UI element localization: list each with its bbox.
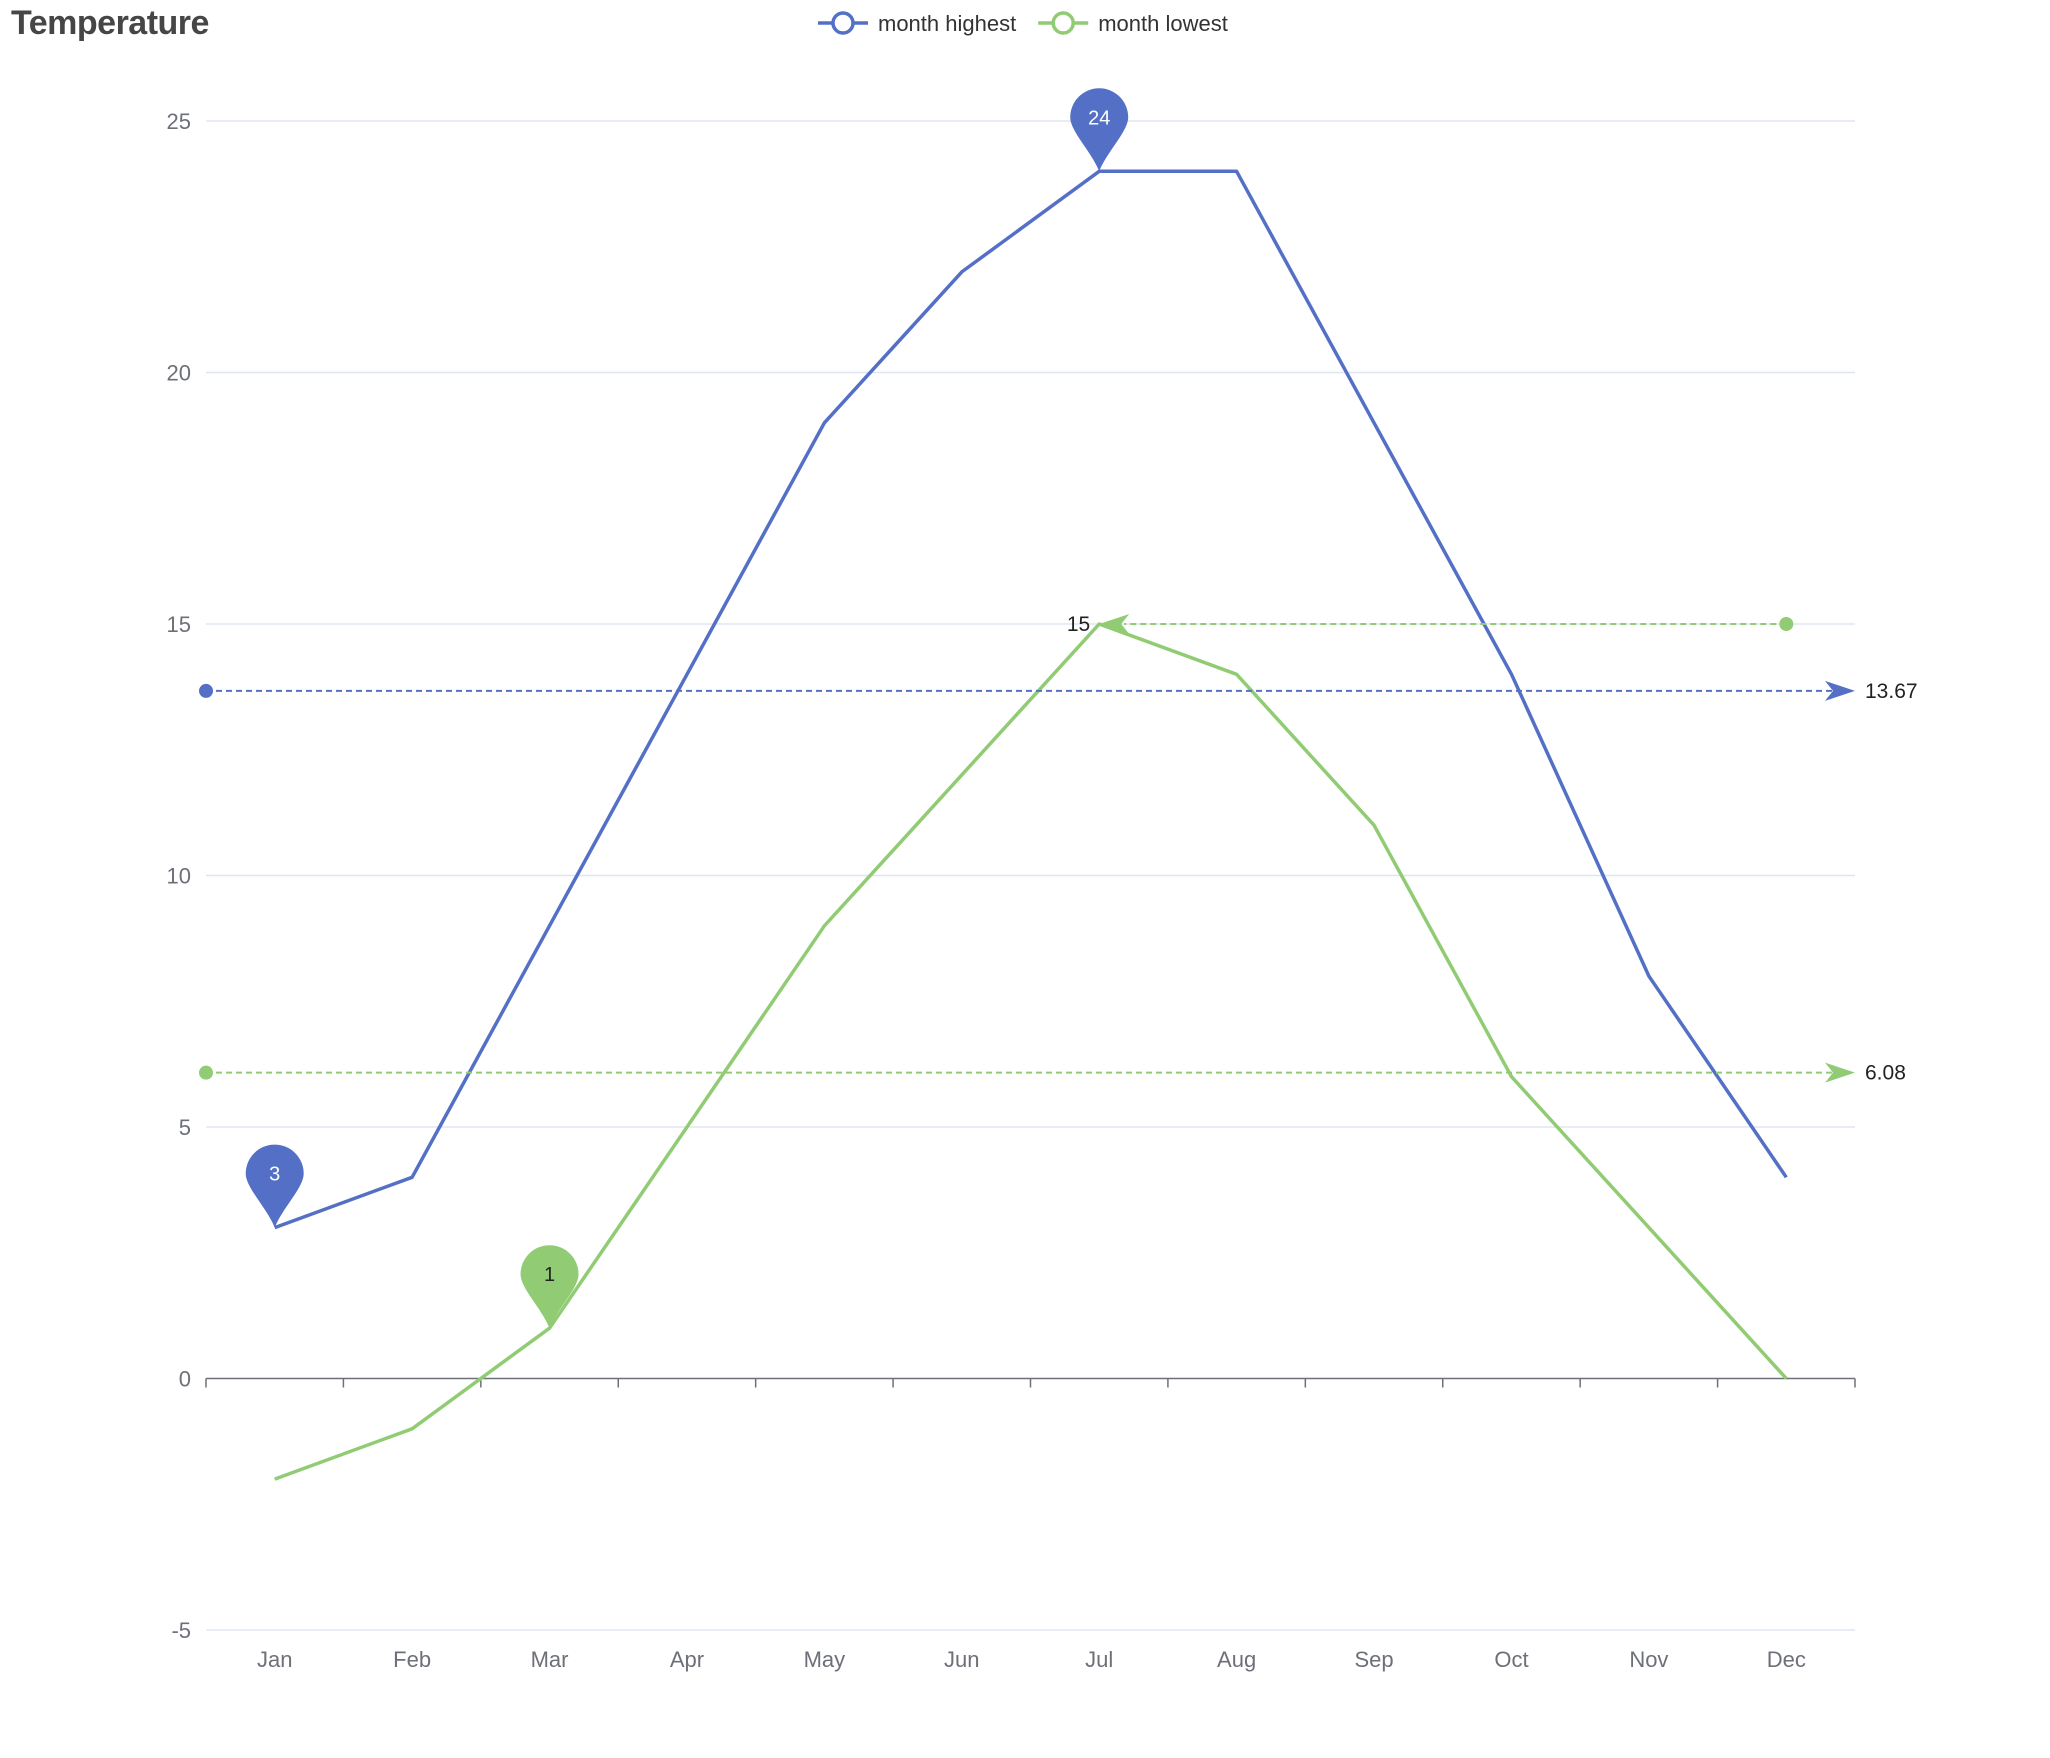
legend-item-label: month lowest [1098, 11, 1228, 36]
y-tick-label: -5 [171, 1618, 191, 1643]
y-tick-label: 5 [179, 1115, 191, 1140]
mark-line-arrow [1825, 1062, 1855, 1083]
mark-line-label: 15 [1067, 613, 1090, 636]
mark-point-pin [1070, 88, 1129, 172]
series-line-1 [274, 622, 1788, 1481]
mark-line-label: 6.08 [1865, 1062, 1906, 1085]
x-tick-label: Feb [393, 1647, 431, 1672]
mark-point-label: 3 [269, 1164, 280, 1186]
x-tick-label: Oct [1494, 1647, 1528, 1672]
series-line-0 [274, 169, 1788, 1230]
x-tick-label: May [804, 1647, 846, 1672]
mark-point-label: 24 [1088, 107, 1110, 129]
x-tick-label: Nov [1629, 1647, 1668, 1672]
y-tick-label: 10 [167, 864, 191, 889]
x-tick-label: Mar [531, 1647, 569, 1672]
x-tick-label: Jan [257, 1647, 292, 1672]
y-tick-label: 25 [167, 109, 191, 134]
mark-line-arrow [1825, 680, 1855, 701]
x-tick-label: Sep [1354, 1647, 1393, 1672]
y-tick-label: 20 [167, 361, 191, 386]
y-tick-label: 0 [179, 1367, 191, 1392]
legend-item-label: month highest [878, 11, 1016, 36]
mark-point-label: 1 [544, 1264, 555, 1286]
x-tick-label: Jul [1085, 1647, 1113, 1672]
mark-point-pin [520, 1245, 579, 1329]
y-tick-label: 15 [167, 612, 191, 637]
mark-point-pin [245, 1144, 304, 1228]
mark-line-start-dot [199, 1065, 213, 1080]
mark-line-label: 13.67 [1865, 680, 1918, 703]
x-tick-label: Apr [670, 1647, 704, 1672]
legend-marker-0[interactable] [831, 11, 855, 35]
chart-title: Temperature [11, 4, 209, 42]
mark-line-arrow [1099, 614, 1130, 634]
x-tick-label: Jun [944, 1647, 979, 1672]
legend-marker-1[interactable] [1051, 11, 1075, 35]
x-tick-label: Dec [1767, 1647, 1806, 1672]
x-tick-label: Aug [1217, 1647, 1256, 1672]
mark-line-start-dot [199, 683, 213, 698]
mark-line-start-dot [1779, 617, 1794, 631]
